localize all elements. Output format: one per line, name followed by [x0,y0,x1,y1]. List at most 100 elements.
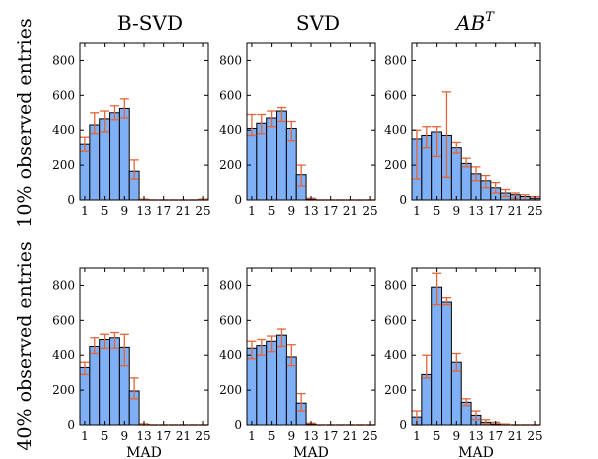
histogram-bar [431,286,443,426]
error-bar [257,338,267,356]
error-bar [481,174,491,189]
error-bar [267,110,277,128]
x-tick-label: 21 [176,204,191,218]
y-tick-label: 0 [399,418,407,432]
histogram-bar [276,110,287,201]
error-bar [422,126,432,149]
histogram-panel: 0 200 400 600 800 1 5 9 13 17 21 25 MAD [219,267,378,459]
y-tick-label: 600 [52,313,75,327]
y-tick-label: 0 [234,418,242,432]
error-bar [109,105,119,121]
x-axis-label: MAD [126,445,162,459]
histogram-bar [79,143,91,201]
histogram-bar [450,147,462,201]
error-bar [90,337,100,355]
y-tick-label: 200 [219,383,242,397]
column-title-svd: SVD [296,11,340,35]
error-bar [100,333,110,349]
histogram-bar [109,112,120,201]
histogram-bar [256,345,268,426]
x-tick-label: 1 [248,204,256,218]
y-tick-label: 200 [52,158,75,172]
x-tick-label: 9 [287,204,295,218]
x-tick-label: 13 [303,204,318,218]
histogram-bar [256,122,268,201]
error-bar [422,354,432,379]
error-bar [481,419,491,425]
histogram-bar [276,334,287,426]
y-tick-label: 400 [52,348,75,362]
error-bar [276,106,286,123]
y-tick-label: 200 [52,383,75,397]
error-bar [80,136,90,152]
histogram-panel: 0 200 400 600 800 1 5 9 13 17 21 25 [384,42,543,218]
error-bar [432,272,442,306]
x-tick-label: 9 [120,429,128,443]
x-tick-label: 13 [468,429,483,443]
x-tick-label: 17 [323,204,338,218]
y-tick-label: 600 [384,313,407,327]
error-bar [296,164,306,187]
error-bar [471,166,481,182]
column-title-abt-base: AB [454,11,485,35]
x-tick-label: 5 [433,204,441,218]
x-tick-label: 21 [343,204,358,218]
histogram-bar [89,124,101,201]
y-tick-label: 600 [219,88,242,102]
error-bar [90,112,100,135]
y-tick-label: 200 [219,158,242,172]
histogram-bar [266,340,278,426]
x-tick-label: 25 [527,204,542,218]
y-tick-label: 800 [52,278,75,292]
histogram-bar [246,347,258,426]
y-tick-label: 0 [67,193,75,207]
x-tick-label: 5 [268,204,276,218]
error-bar [100,110,110,133]
y-tick-label: 0 [67,418,75,432]
column-title-abt-sup: T [485,10,495,25]
error-bar [119,333,129,367]
x-tick-label: 5 [433,429,441,443]
error-bar [247,113,257,137]
histogram-bar [79,366,91,426]
y-tick-label: 0 [234,193,242,207]
y-tick-label: 400 [384,123,407,137]
y-tick-label: 600 [52,88,75,102]
y-tick-label: 800 [219,53,242,67]
error-bar [461,398,471,407]
error-bar [276,328,286,348]
x-tick-label: 1 [248,429,256,443]
histogram-bar [118,107,130,201]
column-title-bsvd: B-SVD [117,11,183,35]
x-tick-label: 5 [101,429,109,443]
y-tick-label: 600 [384,88,407,102]
histogram-panel: 0 200 400 600 800 1 5 9 13 17 21 25 [219,42,378,218]
histogram-bar [89,346,101,426]
x-tick-label: 9 [120,204,128,218]
histogram-panel: 0 200 400 600 800 1 5 9 13 17 21 25 [52,42,211,218]
histogram-bar [285,356,297,426]
x-tick-label: 25 [195,429,210,443]
x-tick-label: 9 [452,429,460,443]
y-tick-label: 600 [219,313,242,327]
histogram-bar [109,337,120,426]
y-tick-label: 400 [219,123,242,137]
histogram-bar [421,373,433,426]
x-tick-label: 5 [268,429,276,443]
histogram-bar [266,117,278,201]
x-tick-label: 25 [527,429,542,443]
x-tick-label: 21 [508,429,523,443]
y-tick-label: 0 [399,193,407,207]
x-tick-label: 21 [508,204,523,218]
error-bar [267,335,277,353]
error-bar [451,141,461,154]
x-tick-label: 25 [195,204,210,218]
y-tick-label: 800 [384,53,407,67]
error-bar [296,392,306,412]
x-tick-label: 13 [303,429,318,443]
x-tick-label: 17 [488,204,503,218]
histogram-bar [450,361,462,426]
histogram-panel: 0 200 400 600 800 1 5 9 13 17 21 25 MAD [52,267,211,459]
